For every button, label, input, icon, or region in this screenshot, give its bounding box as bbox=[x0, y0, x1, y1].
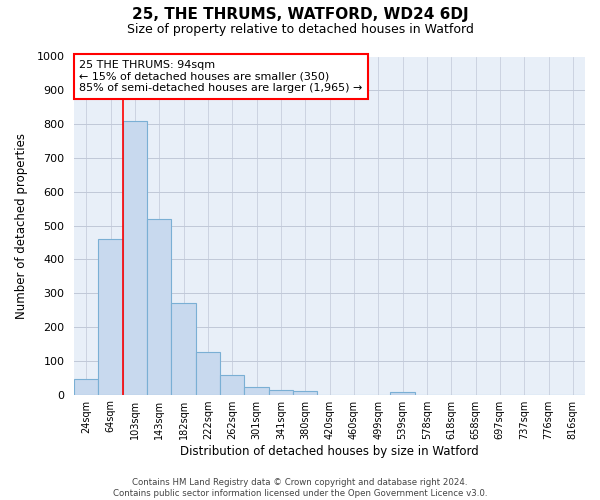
Text: 25 THE THRUMS: 94sqm
← 15% of detached houses are smaller (350)
85% of semi-deta: 25 THE THRUMS: 94sqm ← 15% of detached h… bbox=[79, 60, 362, 93]
Bar bbox=[147, 219, 172, 394]
Y-axis label: Number of detached properties: Number of detached properties bbox=[15, 132, 28, 318]
Text: 25, THE THRUMS, WATFORD, WD24 6DJ: 25, THE THRUMS, WATFORD, WD24 6DJ bbox=[131, 8, 469, 22]
Bar bbox=[172, 304, 196, 394]
Bar bbox=[220, 376, 244, 394]
Text: Contains HM Land Registry data © Crown copyright and database right 2024.
Contai: Contains HM Land Registry data © Crown c… bbox=[113, 478, 487, 498]
Bar bbox=[244, 387, 269, 394]
Bar bbox=[74, 380, 98, 394]
Bar bbox=[123, 120, 147, 394]
Bar bbox=[269, 390, 293, 394]
Bar bbox=[391, 392, 415, 394]
Text: Size of property relative to detached houses in Watford: Size of property relative to detached ho… bbox=[127, 22, 473, 36]
X-axis label: Distribution of detached houses by size in Watford: Distribution of detached houses by size … bbox=[180, 444, 479, 458]
Bar bbox=[293, 391, 317, 394]
Bar bbox=[98, 239, 123, 394]
Bar bbox=[196, 352, 220, 395]
